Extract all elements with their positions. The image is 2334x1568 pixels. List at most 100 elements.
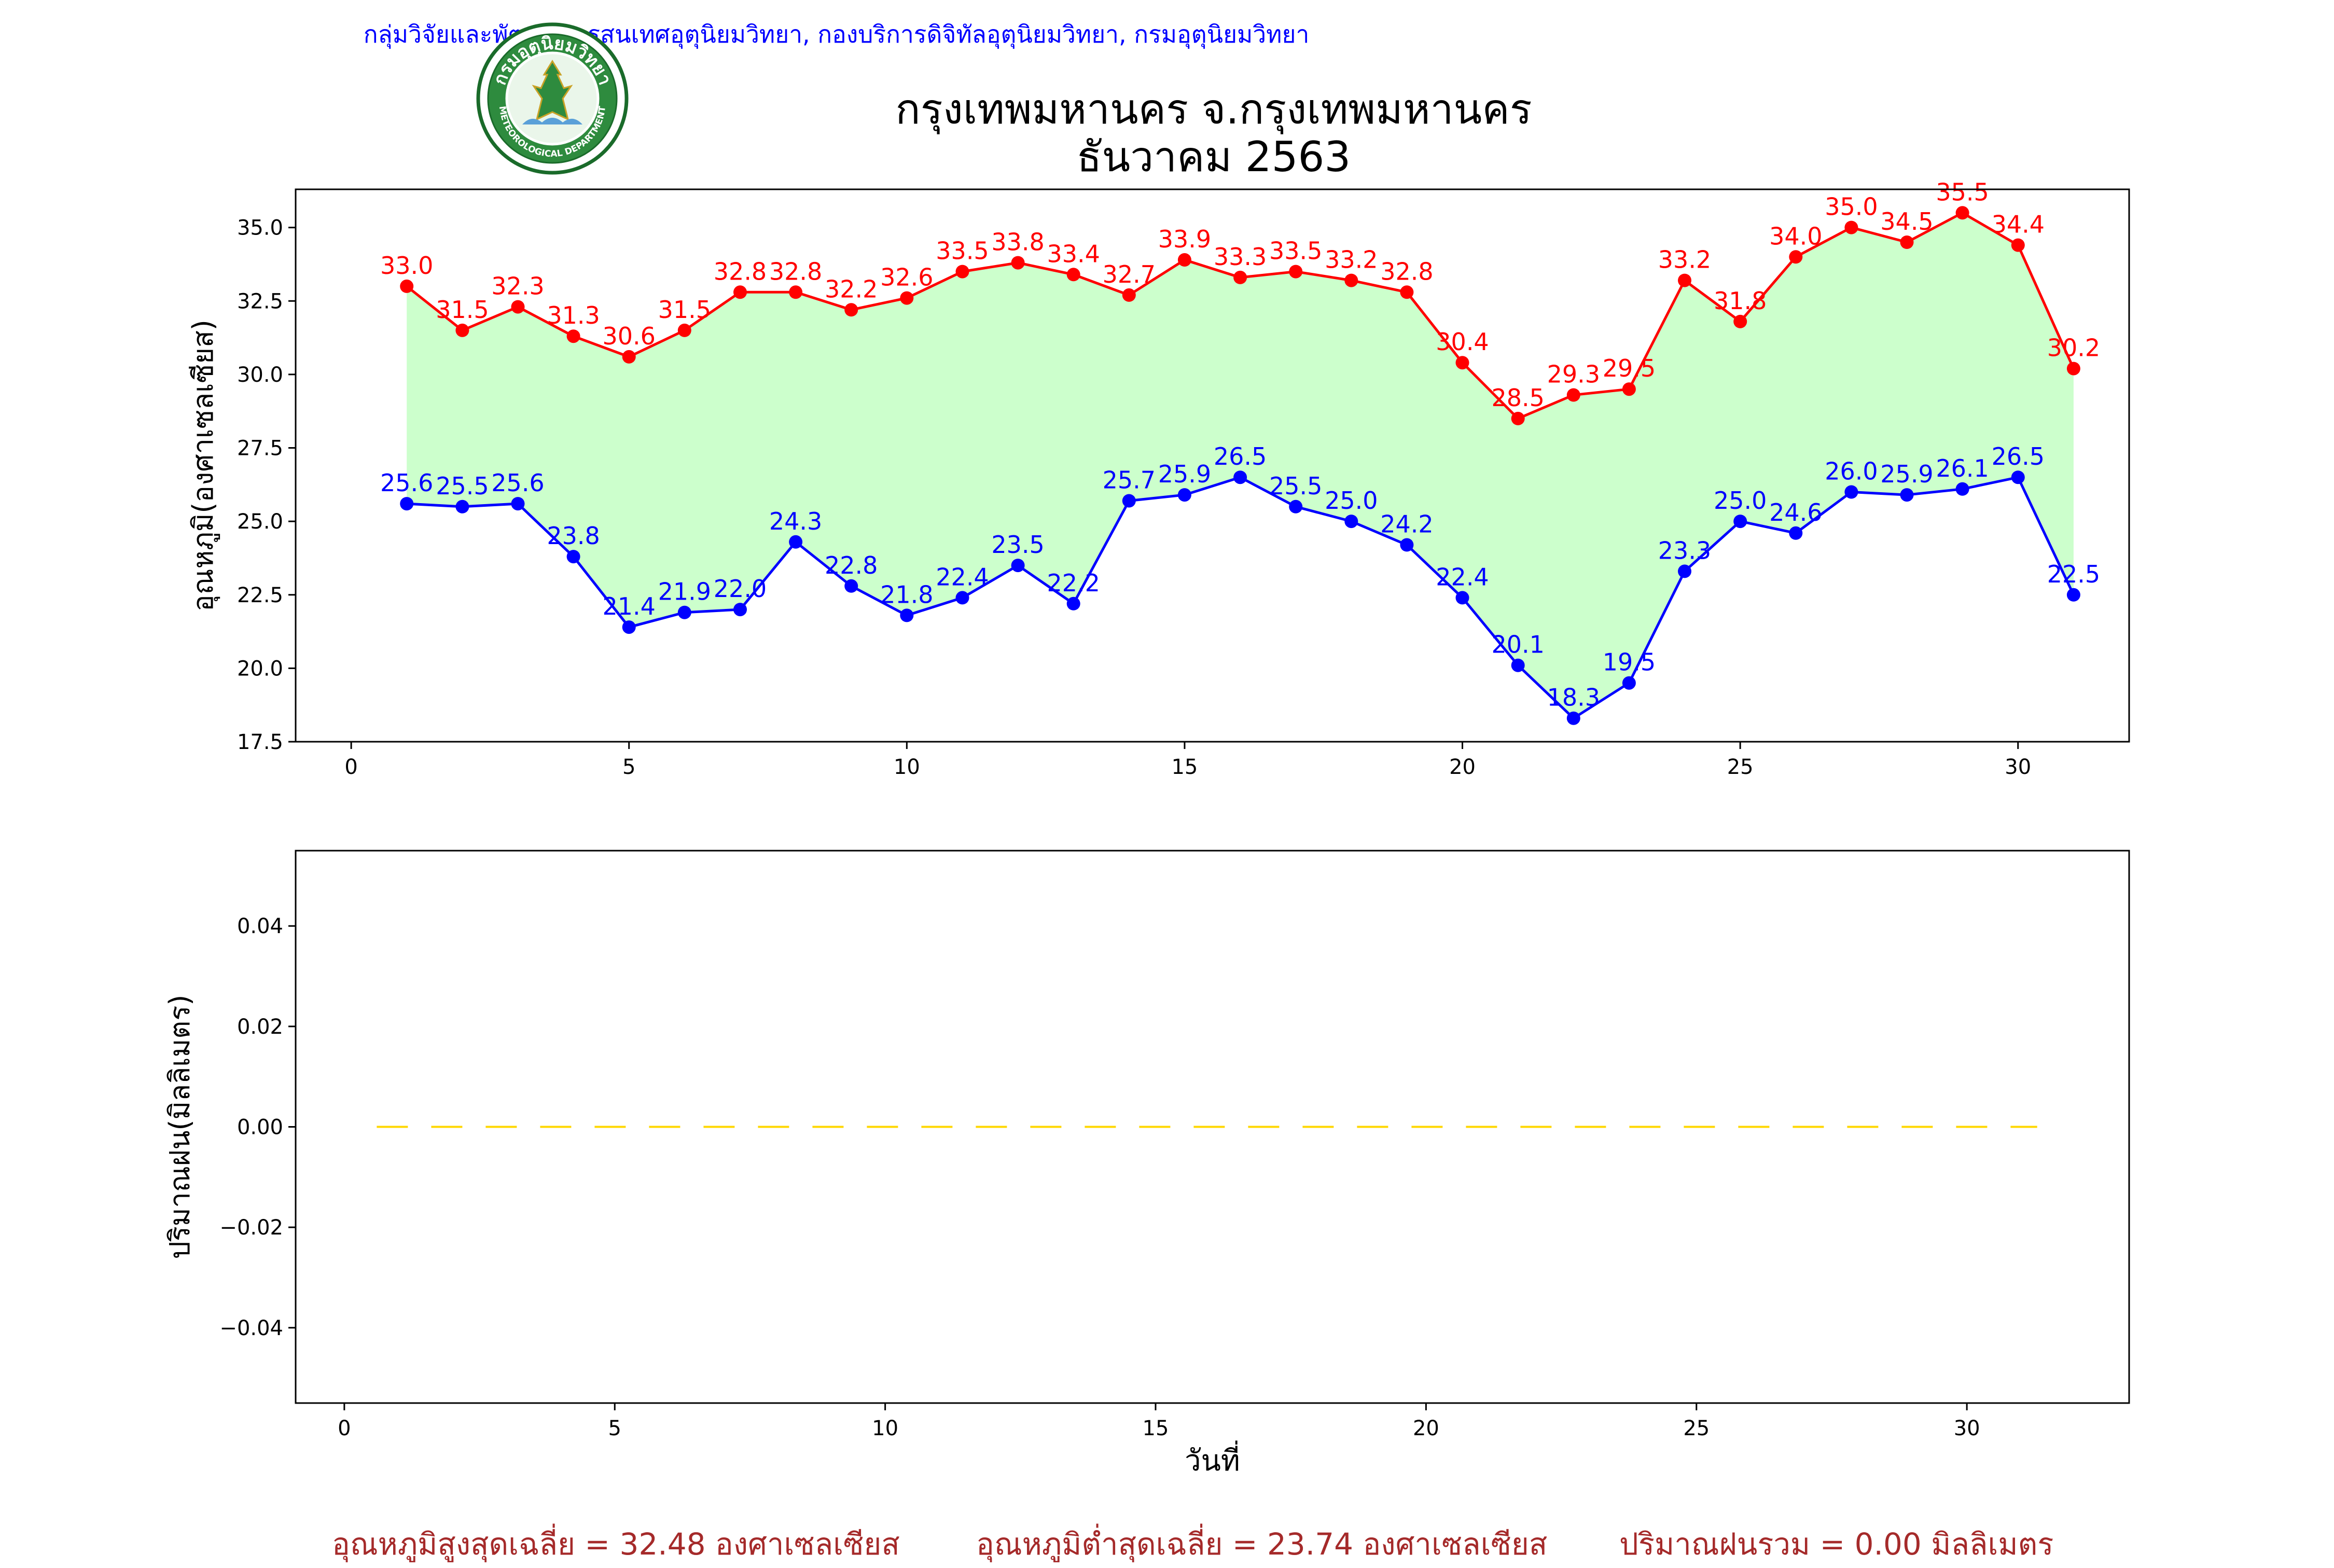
- data-label-max: 35.5: [1936, 178, 1989, 206]
- x-tick-label: 5: [622, 755, 635, 779]
- data-label-min: 25.5: [436, 472, 489, 500]
- data-point-min: [1455, 591, 1469, 605]
- y-tick-label: 0.00: [237, 1116, 283, 1140]
- data-point-min: [1066, 596, 1080, 610]
- x-tick-label: 20: [1413, 1417, 1439, 1440]
- data-label-min: 22.5: [2047, 560, 2100, 588]
- data-label-max: 33.5: [936, 237, 989, 265]
- y-tick-label: 30.0: [237, 363, 283, 387]
- data-point-min: [622, 620, 636, 634]
- data-label-max: 34.0: [1769, 222, 1822, 250]
- plot-frame: [295, 188, 2130, 743]
- seal-cloud: [522, 118, 582, 124]
- data-point-max: [733, 285, 747, 299]
- data-label-min: 18.3: [1547, 684, 1600, 712]
- data-point-min: [733, 603, 747, 617]
- y-tick-label: 0.04: [237, 914, 283, 938]
- data-label-max: 33.3: [1214, 243, 1267, 271]
- data-point-min: [511, 497, 525, 511]
- data-point-max: [1900, 235, 1914, 249]
- data-point-max: [900, 291, 914, 305]
- data-label-min: 25.7: [1103, 466, 1156, 494]
- y-tick-label: −0.04: [219, 1316, 283, 1340]
- data-point-min: [1177, 488, 1191, 502]
- data-label-max: 30.6: [602, 322, 655, 350]
- x-tick-label: 10: [872, 1417, 898, 1440]
- summary-avg-max: อุณหภูมิสูงสุดเฉลี่ย = 32.48 องศาเซลเซีย…: [332, 1527, 900, 1562]
- title-month: ธันวาคม 2563: [1076, 133, 1351, 181]
- seal-deity-figure: [532, 60, 573, 121]
- data-point-max: [1455, 356, 1469, 370]
- data-label-min: 23.3: [1658, 536, 1711, 564]
- data-point-max: [1289, 265, 1303, 279]
- data-label-min: 24.2: [1380, 510, 1433, 538]
- data-label-min: 21.8: [880, 580, 933, 608]
- summary-avg-min: อุณหภูมิต่ำสุดเฉลี่ย = 23.74 องศาเซลเซีย…: [976, 1527, 1548, 1562]
- data-label-max: 33.9: [1158, 225, 1211, 253]
- data-label-min: 25.0: [1325, 487, 1378, 515]
- data-label-max: 32.7: [1103, 260, 1156, 288]
- x-tick-label: 25: [1727, 755, 1754, 779]
- data-label-min: 25.6: [491, 469, 544, 497]
- data-point-min: [1289, 499, 1303, 514]
- data-point-max: [1122, 288, 1136, 302]
- page-title: กรุงเทพมหานคร จ.กรุงเทพมหานคร ธันวาคม 25…: [0, 86, 2334, 181]
- data-point-max: [1511, 411, 1525, 425]
- x-axis-label: วันที่: [1185, 1440, 1240, 1478]
- x-tick-label: 0: [338, 1417, 351, 1440]
- y-tick-label: 22.5: [237, 584, 283, 607]
- data-label-max: 32.8: [769, 257, 822, 285]
- data-point-max: [2011, 238, 2025, 252]
- data-label-max: 30.4: [1436, 328, 1489, 356]
- data-point-max: [677, 323, 691, 337]
- data-point-min: [1511, 658, 1525, 672]
- data-point-min: [1400, 538, 1414, 552]
- data-point-max: [955, 265, 969, 279]
- data-point-max: [844, 303, 858, 317]
- data-point-min: [1622, 676, 1636, 690]
- y-tick-label: 32.5: [237, 289, 283, 313]
- data-point-max: [2066, 362, 2080, 376]
- data-point-max: [1011, 256, 1025, 270]
- data-label-max: 34.5: [1880, 207, 1933, 235]
- data-point-max: [1622, 382, 1636, 396]
- x-tick-label: 15: [1143, 1417, 1169, 1440]
- data-label-max: 31.8: [1714, 287, 1767, 315]
- data-label-min: 25.0: [1714, 487, 1767, 515]
- data-label-max: 32.2: [825, 275, 878, 303]
- data-label-min: 21.4: [602, 592, 655, 620]
- data-point-min: [1233, 470, 1247, 484]
- data-point-min: [1844, 485, 1858, 499]
- data-point-min: [1789, 526, 1803, 540]
- data-label-min: 22.4: [1436, 563, 1489, 591]
- data-label-min: 20.1: [1491, 631, 1544, 659]
- data-label-max: 31.3: [547, 301, 600, 329]
- data-point-min: [1011, 559, 1025, 573]
- chart-area: 33.031.532.331.330.631.532.8 32.832.2 32.6…: [163, 178, 2130, 1478]
- data-point-max: [400, 279, 414, 293]
- data-label-max: 32.3: [491, 272, 544, 300]
- data-label-min: 25.5: [1269, 472, 1322, 500]
- data-point-max: [1955, 206, 1969, 220]
- data-point-min: [900, 608, 914, 622]
- data-point-max: [789, 285, 803, 299]
- temperature-range-fill: [407, 213, 2074, 718]
- data-label-min: 24.6: [1769, 498, 1822, 526]
- data-point-max: [1733, 314, 1747, 328]
- data-label-min: 22.8: [825, 551, 878, 579]
- data-label-max: 32.8: [714, 257, 767, 285]
- data-point-min: [1566, 711, 1580, 725]
- data-label-min: 24.3: [769, 507, 822, 535]
- y-axis-label: ปริมาณฝน(มิลลิเมตร): [163, 995, 196, 1259]
- data-label-min: 25.9: [1158, 460, 1211, 488]
- data-label-max: 29.5: [1603, 354, 1656, 382]
- x-tick-label: 10: [894, 755, 920, 779]
- data-label-max: 33.0: [380, 252, 433, 280]
- data-point-max: [1233, 270, 1247, 284]
- y-tick-label: 35.0: [237, 216, 283, 240]
- x-tick-label: 20: [1449, 755, 1476, 779]
- data-point-max: [1400, 285, 1414, 299]
- data-point-min: [1733, 515, 1747, 529]
- data-point-min: [1955, 482, 1969, 496]
